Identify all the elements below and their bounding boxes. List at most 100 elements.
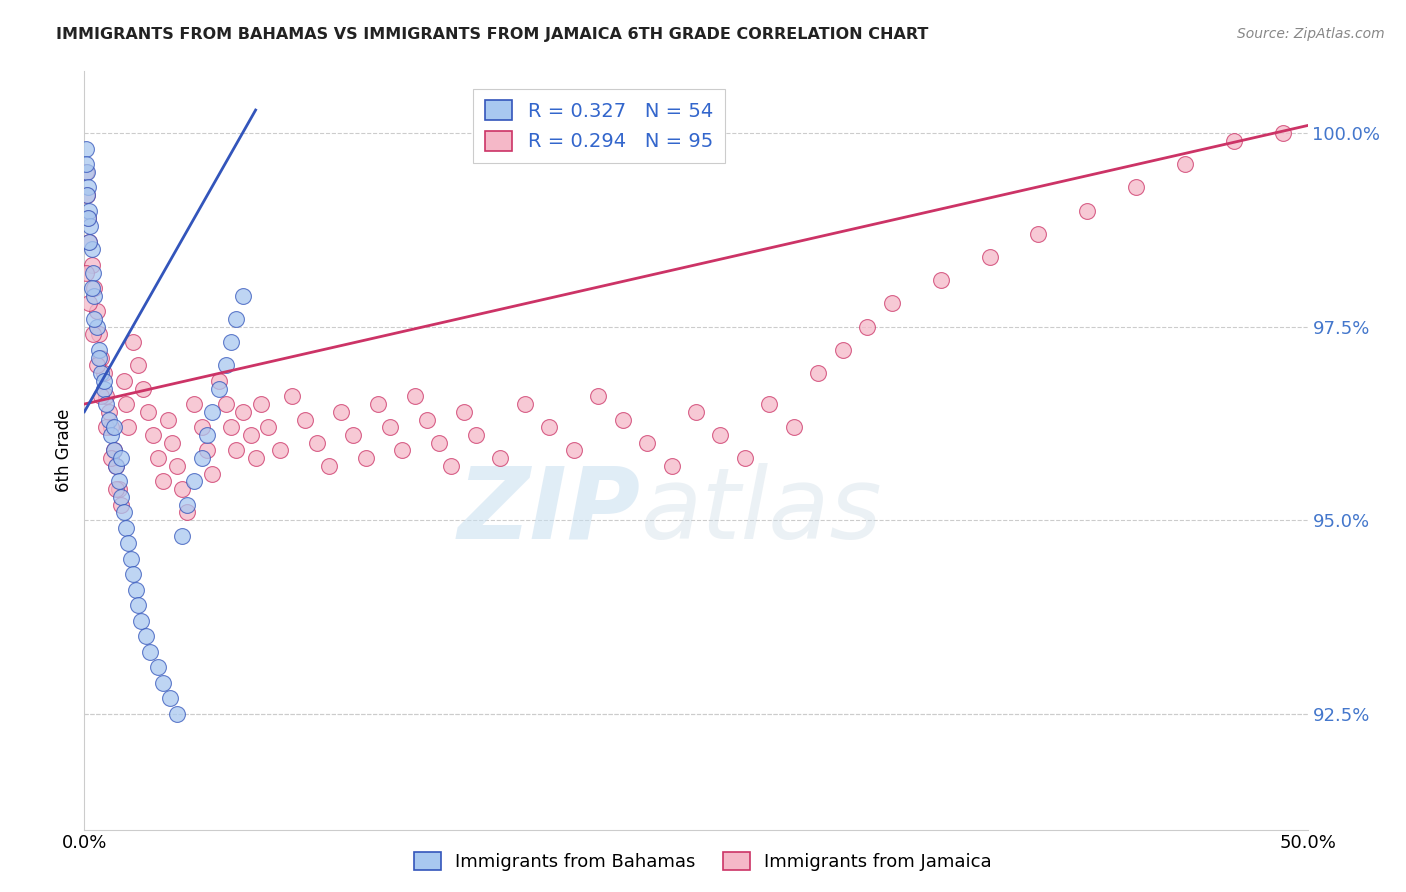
Point (257, 420, 280, 434)
Point (232, 405, 254, 419)
Point (79, 219, 101, 233)
Point (152, 675, 174, 690)
Point (115, 521, 138, 535)
Point (86, 319, 108, 334)
Point (146, 660, 169, 674)
Point (77, 211, 100, 226)
Point (1223, 134, 1246, 148)
Point (191, 420, 214, 434)
Point (215, 359, 238, 373)
Point (159, 691, 181, 706)
Point (391, 443, 413, 458)
Point (110, 498, 132, 512)
Point (90, 351, 112, 365)
Point (586, 389, 609, 403)
Point (440, 458, 463, 473)
Point (125, 582, 148, 597)
Point (416, 412, 439, 426)
Point (76, 165, 98, 179)
Point (110, 490, 132, 504)
Point (172, 482, 194, 496)
Point (929, 273, 952, 287)
Point (90, 366, 112, 380)
Point (97, 412, 120, 426)
Point (117, 536, 139, 550)
Point (90, 389, 112, 403)
Point (80, 258, 103, 272)
Point (636, 435, 658, 450)
Text: ZIP: ZIP (458, 463, 641, 559)
Point (127, 598, 149, 612)
Point (75, 157, 97, 171)
Point (1076, 203, 1098, 218)
Text: IMMIGRANTS FROM BAHAMAS VS IMMIGRANTS FROM JAMAICA 6TH GRADE CORRELATION CHART: IMMIGRANTS FROM BAHAMAS VS IMMIGRANTS FR… (56, 27, 928, 42)
Point (219, 335, 242, 350)
Point (249, 397, 271, 411)
Point (342, 428, 364, 442)
Point (86, 304, 108, 318)
Point (100, 420, 122, 434)
Point (367, 397, 389, 411)
Point (318, 458, 340, 473)
Point (156, 412, 179, 426)
Point (77, 211, 100, 226)
Point (404, 389, 426, 403)
Point (136, 405, 159, 419)
Point (103, 443, 125, 458)
Point (208, 374, 231, 388)
Point (77, 235, 100, 249)
Point (176, 498, 198, 512)
Point (200, 467, 222, 481)
Point (105, 458, 128, 473)
Point (100, 451, 122, 466)
Point (166, 706, 188, 721)
Point (110, 451, 132, 466)
Point (103, 420, 125, 434)
Point (281, 389, 304, 403)
Point (1272, 126, 1295, 140)
Point (135, 629, 157, 643)
Point (107, 475, 129, 489)
Point (758, 397, 780, 411)
Point (96, 389, 118, 403)
Text: atlas: atlas (641, 463, 883, 559)
Point (129, 614, 152, 628)
Point (120, 551, 142, 566)
Point (87, 327, 110, 342)
Point (83, 289, 105, 303)
Point (1174, 157, 1197, 171)
Text: Source: ZipAtlas.com: Source: ZipAtlas.com (1237, 27, 1385, 41)
Point (354, 451, 377, 466)
Point (734, 451, 756, 466)
Point (562, 443, 585, 458)
Point (93, 382, 115, 396)
Point (146, 451, 169, 466)
Point (685, 405, 707, 419)
Point (880, 296, 903, 310)
Point (200, 405, 222, 419)
Point (807, 366, 830, 380)
Point (538, 420, 561, 434)
Point (139, 645, 162, 659)
Point (127, 359, 149, 373)
Point (979, 250, 1001, 264)
Point (245, 451, 267, 466)
Legend: R = 0.327   N = 54, R = 0.294   N = 95: R = 0.327 N = 54, R = 0.294 N = 95 (474, 88, 724, 162)
Point (77, 235, 100, 249)
Point (75, 165, 97, 179)
Point (453, 405, 475, 419)
Point (225, 443, 247, 458)
Point (87, 343, 110, 357)
Point (513, 397, 536, 411)
Point (76, 188, 98, 202)
Point (77, 180, 100, 194)
Point (1028, 227, 1050, 241)
Point (183, 475, 205, 489)
Point (75, 142, 97, 156)
Point (132, 382, 155, 396)
Point (83, 281, 105, 295)
Point (225, 312, 247, 326)
Point (93, 374, 115, 388)
Point (77, 203, 100, 218)
Point (172, 528, 194, 542)
